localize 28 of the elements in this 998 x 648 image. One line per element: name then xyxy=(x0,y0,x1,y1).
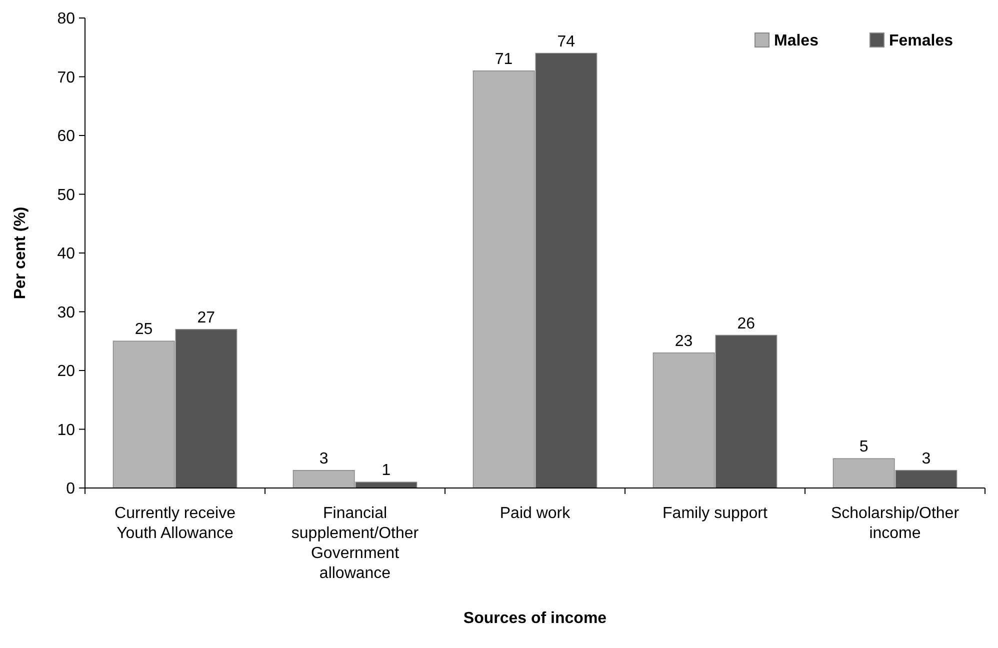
data-label: 74 xyxy=(557,33,576,50)
data-label: 23 xyxy=(674,332,693,350)
y-tick-label: 60 xyxy=(57,128,76,146)
data-label: 3 xyxy=(922,450,931,468)
y-tick-label: 80 xyxy=(57,10,76,28)
x-tick-label: Paid work xyxy=(500,505,572,522)
data-label: 27 xyxy=(197,309,216,326)
data-label: 3 xyxy=(319,450,328,468)
y-tick-label: 10 xyxy=(57,422,76,439)
y-axis-title: Per cent (%) xyxy=(12,206,29,300)
y-tick-label: 30 xyxy=(57,304,76,322)
x-tick-label: Financial supplement/Other Government allowance xyxy=(291,505,420,582)
y-tick-label: 40 xyxy=(57,246,76,263)
x-tick-label: Currently receive Youth Allowance xyxy=(114,505,236,542)
x-tick-label: Family support xyxy=(662,505,768,522)
x-tick-label: Scholarship/Other income xyxy=(830,505,960,542)
legend-label: Males xyxy=(774,32,819,50)
y-tick-label: 50 xyxy=(57,186,76,204)
data-label: 1 xyxy=(382,462,391,480)
x-axis-title: Sources of income xyxy=(463,610,607,627)
y-tick-label: 0 xyxy=(66,480,76,498)
legend-label: Females xyxy=(889,32,954,50)
data-label: 5 xyxy=(859,438,868,456)
data-label: 71 xyxy=(494,50,513,68)
y-tick-label: 70 xyxy=(57,69,76,86)
data-label: 26 xyxy=(737,315,756,332)
data-label: 25 xyxy=(134,321,153,338)
y-tick-label: 20 xyxy=(57,363,76,380)
